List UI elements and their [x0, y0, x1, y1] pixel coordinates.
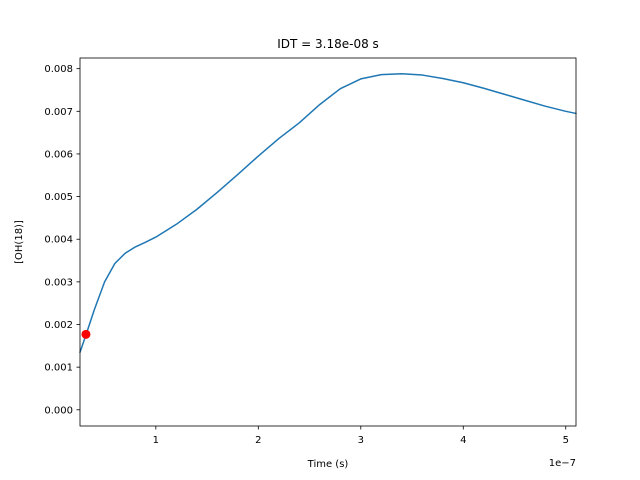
x-axis-offset-text: 1e−7	[549, 458, 576, 469]
y-tick-label: 0.006	[44, 149, 73, 160]
y-tick-label: 0.004	[44, 235, 73, 246]
y-axis-ticks: 0.000 0.001 0.002 0.003 0.004 0.005 0.006 0.007…	[44, 64, 80, 416]
x-axis-label: Time (s)	[307, 459, 349, 470]
y-tick-label: 0.008	[44, 64, 73, 75]
y-tick-label: 0.007	[44, 107, 73, 118]
y-tick-label: 0.003	[44, 277, 73, 288]
idt-marker-point	[81, 329, 91, 339]
y-tick-label: 0.000	[44, 405, 73, 416]
x-tick-label: 4	[460, 435, 466, 446]
chart-title: IDT = 3.18e-08 s	[277, 37, 379, 51]
x-tick-label: 3	[358, 435, 364, 446]
plot-frame	[79, 57, 577, 427]
x-tick-label: 2	[255, 435, 261, 446]
y-axis-label: [OH(18)]	[14, 220, 25, 264]
y-tick-label: 0.002	[44, 320, 73, 331]
y-tick-label: 0.005	[44, 192, 73, 203]
y-tick-label: 0.001	[44, 363, 73, 374]
x-axis-ticks: 1 2 3 4 5	[153, 426, 569, 446]
series-line-1	[79, 73, 577, 353]
x-tick-label: 1	[153, 435, 159, 446]
x-tick-label: 5	[563, 435, 569, 446]
series-layer	[79, 73, 577, 353]
